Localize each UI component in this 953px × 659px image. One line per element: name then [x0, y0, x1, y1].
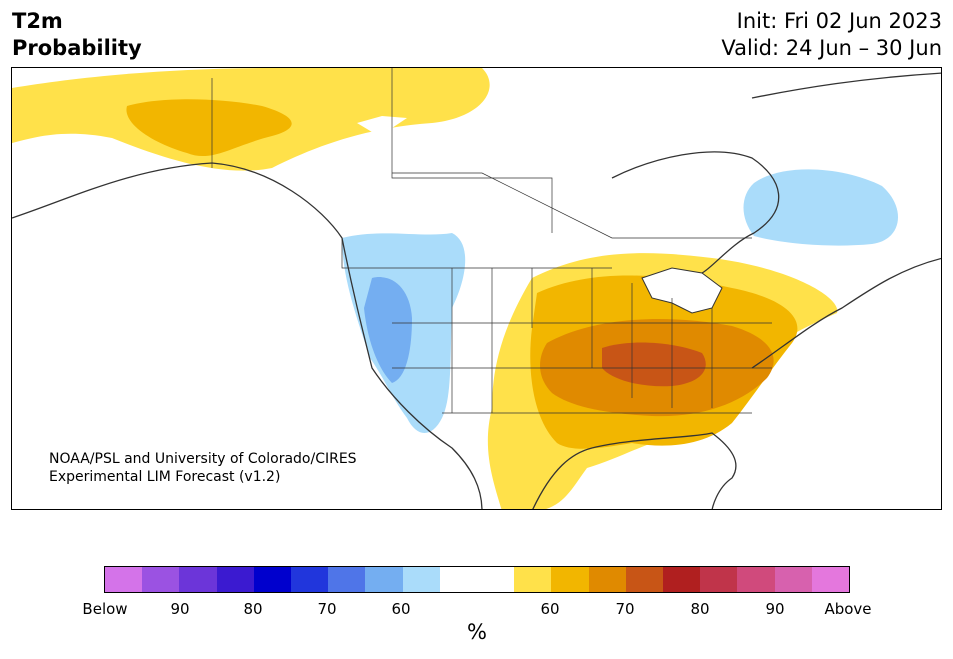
colorbar-segment: [179, 567, 217, 592]
colorbar-segment: [253, 567, 292, 592]
map-canvas: [12, 68, 941, 509]
colorbar-tick-label: Below: [82, 600, 128, 618]
valid-range: Valid: 24 Jun – 30 Jun: [721, 36, 942, 60]
snow-patch: [357, 116, 407, 132]
political-borders: [211, 68, 772, 414]
colorbar-segment: [105, 567, 143, 592]
colorbar-unit: %: [467, 620, 487, 644]
probability-map: NOAA/PSL and University of Colorado/CIRE…: [11, 67, 942, 510]
colorbar-segment: [477, 567, 515, 592]
cool-region-hudson: [743, 169, 899, 246]
map-title: T2m Probability: [12, 8, 142, 62]
colorbar-segment: [551, 567, 589, 592]
colorbar-segment: [291, 567, 329, 592]
colorbar-tick-label: 90: [170, 600, 190, 618]
title-variable: T2m: [12, 9, 63, 33]
coastlines: [12, 72, 941, 509]
colorbar-segment: [625, 567, 664, 592]
title-type: Probability: [12, 36, 142, 60]
warm-region-us-core: [602, 342, 706, 387]
colorbar-tick-label: 70: [317, 600, 337, 618]
colorbar-segment: [142, 567, 180, 592]
colorbar-segment: [811, 567, 850, 592]
cool-region-west-mid: [364, 277, 412, 383]
warm-core-canada: [126, 99, 292, 157]
colorbar-segment: [439, 567, 478, 592]
colorbar-tick-label: 70: [615, 600, 635, 618]
colorbar-tick-label: Above: [824, 600, 872, 618]
colorbar-segment: [216, 567, 254, 592]
credit-line-2: Experimental LIM Forecast (v1.2): [49, 469, 281, 485]
forecast-dates: Init: Fri 02 Jun 2023 Valid: 24 Jun – 30…: [721, 8, 942, 62]
colorbar-tick-label: 60: [540, 600, 560, 618]
colorbar-segment: [774, 567, 812, 592]
colorbar-segment: [514, 567, 552, 592]
credit-line-1: NOAA/PSL and University of Colorado/CIRE…: [49, 451, 357, 467]
colorbar-segment: [402, 567, 440, 592]
colorbar-tick-label: 90: [765, 600, 785, 618]
colorbar-segment: [588, 567, 626, 592]
colorbar-segment: [700, 567, 738, 592]
colorbar-segment: [737, 567, 775, 592]
colorbar-segment: [365, 567, 403, 592]
colorbar-tick-label: 80: [243, 600, 263, 618]
colorbar-tick-label: 60: [391, 600, 411, 618]
colorbar-tick-label: 80: [690, 600, 710, 618]
colorbar: [104, 566, 850, 593]
init-date: Init: Fri 02 Jun 2023: [736, 9, 942, 33]
colorbar-segment: [663, 567, 701, 592]
credit-text: NOAA/PSL and University of Colorado/CIRE…: [49, 450, 357, 486]
colorbar-segment: [328, 567, 366, 592]
